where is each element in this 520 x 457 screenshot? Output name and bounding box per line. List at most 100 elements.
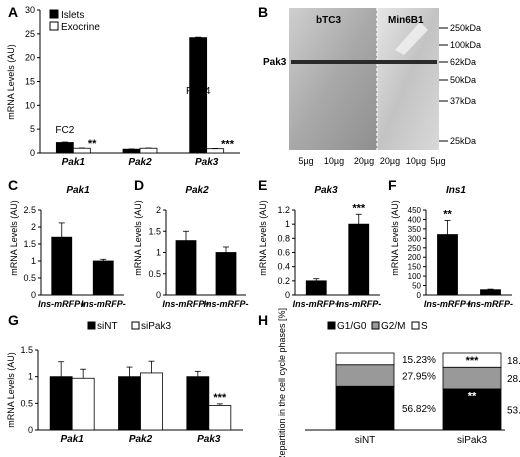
- panel-a-legend-swatch-islets: [49, 9, 59, 19]
- panel-d-title: Pak2: [185, 185, 209, 196]
- panel-g-legend-swatch-sipak3: [131, 321, 140, 330]
- panel-e-title: Pak3: [314, 185, 338, 196]
- panel-letter-b: B: [258, 4, 268, 20]
- marker-label-100: 100kDa: [450, 40, 481, 50]
- y-tick-label: 0: [285, 290, 290, 300]
- panel-f-title: Ins1: [446, 185, 466, 196]
- marker-label-25: 25kDa: [450, 136, 476, 146]
- panel-c-ylabel: mRNA Levels (AU): [9, 200, 19, 276]
- panel-letter-c: C: [8, 177, 18, 193]
- x-tick-label: Ins-mRFP-: [81, 299, 126, 309]
- x-tick-label: Ins-mRFP-: [204, 299, 249, 309]
- y-tick-label: 0: [31, 290, 36, 300]
- stacked-segment: [442, 352, 502, 368]
- panel-h-legend-swatch-g2m: [371, 321, 380, 330]
- bar: [122, 148, 141, 154]
- x-tick-label: Pak3: [197, 434, 221, 445]
- y-tick-label: 50: [412, 282, 421, 291]
- y-tick-label: 1.5: [20, 345, 33, 355]
- blot-lane-labels: 5µg 10µg 20µg 20µg 10µg 5µg: [298, 156, 445, 166]
- x-tick-label: Pak3: [195, 157, 219, 168]
- y-tick-label: 250: [408, 244, 422, 253]
- annotation: ***: [213, 392, 227, 404]
- y-tick-label: 1.5: [148, 226, 161, 236]
- y-tick-label: 1: [156, 248, 161, 258]
- y-tick-label: 1: [28, 372, 33, 382]
- blot-membrane-right: [377, 8, 439, 150]
- y-tick-label: 0.8: [277, 233, 290, 243]
- panel-h-legend-s: S: [421, 321, 428, 332]
- bar: [92, 260, 114, 296]
- panel-letter-h: H: [258, 312, 268, 328]
- y-tick-label: 400: [408, 215, 422, 224]
- segment-label: 28.18%: [507, 374, 520, 385]
- stacked-segment: [335, 364, 395, 387]
- panel-h-legend-swatch-s: [411, 321, 420, 330]
- marker-label-250: 250kDa: [450, 23, 481, 33]
- y-tick-label: 2.5: [23, 205, 36, 215]
- panel-a-legend-islets: Islets: [61, 10, 84, 21]
- bar: [215, 252, 237, 296]
- y-tick-label: 0.2: [277, 276, 290, 286]
- bar: [175, 240, 197, 296]
- x-tick-label: siNT: [355, 435, 376, 446]
- segment-label: 18.51%: [507, 356, 520, 367]
- stacked-segment: [335, 385, 395, 431]
- panel-h-chart: Repartition in the cell cycle phases [%]…: [277, 308, 520, 457]
- panel-b-blot: bTC3 Min6B1 Pak3 250kDa 100kDa 62kDa 50k…: [263, 8, 481, 166]
- y-tick-label: 1: [31, 256, 36, 266]
- annotation: FC24: [186, 86, 211, 97]
- bar: [305, 280, 327, 296]
- annotation: ***: [466, 355, 480, 367]
- y-tick-label: 0: [28, 425, 33, 435]
- bar: [51, 236, 73, 296]
- y-tick-label: 25: [25, 29, 35, 39]
- bar: [480, 289, 501, 296]
- x-tick-label: Pak2: [129, 434, 153, 445]
- x-tick-label: Ins-mRFP-: [468, 299, 513, 309]
- panel-letter-d: D: [134, 177, 144, 193]
- y-tick-label: 1: [285, 219, 290, 229]
- x-tick-label: Ins-mRFP-: [336, 299, 381, 309]
- y-tick-label: 0.4: [277, 262, 290, 272]
- marker-label-62: 62kDa: [450, 57, 476, 67]
- panel-letter-g: G: [8, 312, 19, 328]
- stacked-segment: [335, 352, 395, 366]
- bar: [186, 376, 210, 431]
- blot-membrane-left: [289, 8, 377, 150]
- segment-label: 53.31%: [507, 405, 520, 416]
- panel-g-ylabel: mRNA Levels (AU): [6, 352, 16, 428]
- y-tick-label: 200: [408, 253, 422, 262]
- annotation: **: [88, 138, 97, 150]
- bar: [139, 147, 158, 154]
- y-tick-label: 0.5: [23, 273, 36, 283]
- panel-g-legend-swatch-sint: [87, 321, 96, 330]
- annotation: ***: [221, 138, 235, 150]
- stacked-segment: [442, 388, 502, 431]
- y-tick-label: 10: [25, 100, 35, 110]
- marker-label-50: 50kDa: [450, 75, 476, 85]
- panel-d-ylabel: mRNA Levels (AU): [133, 200, 143, 276]
- annotation: FC2: [55, 125, 74, 136]
- panel-a-legend-swatch-exocrine: [49, 21, 59, 31]
- panel-c-chart: Pak1 mRNA Levels (AU) 0 0.5 1 1.5 2 2.5 Ins-mR…: [9, 185, 126, 309]
- y-tick-label: 0: [156, 290, 161, 300]
- segment-label: 15.23%: [402, 355, 436, 366]
- y-tick-label: 30: [25, 5, 35, 15]
- blot-label-min6b1: Min6B1: [388, 15, 424, 26]
- x-tick-label: Pak2: [128, 157, 152, 168]
- bar: [71, 377, 95, 431]
- panel-h-legend-swatch-g1g0: [327, 321, 336, 330]
- bar: [118, 376, 141, 431]
- x-tick-label: Ins-mRFP+: [38, 299, 86, 309]
- lane-label: 10µg: [324, 156, 344, 166]
- panel-letter-f: F: [388, 177, 397, 193]
- y-tick-label: 5: [30, 124, 35, 134]
- stacked-segment: [442, 366, 502, 390]
- panel-h-legend-g2m: G2/M: [381, 321, 405, 332]
- y-tick-label: 350: [408, 225, 422, 234]
- y-tick-label: 20: [25, 53, 35, 63]
- x-tick-label: siPak3: [457, 435, 487, 446]
- x-tick-label: Ins-mRFP+: [424, 299, 472, 309]
